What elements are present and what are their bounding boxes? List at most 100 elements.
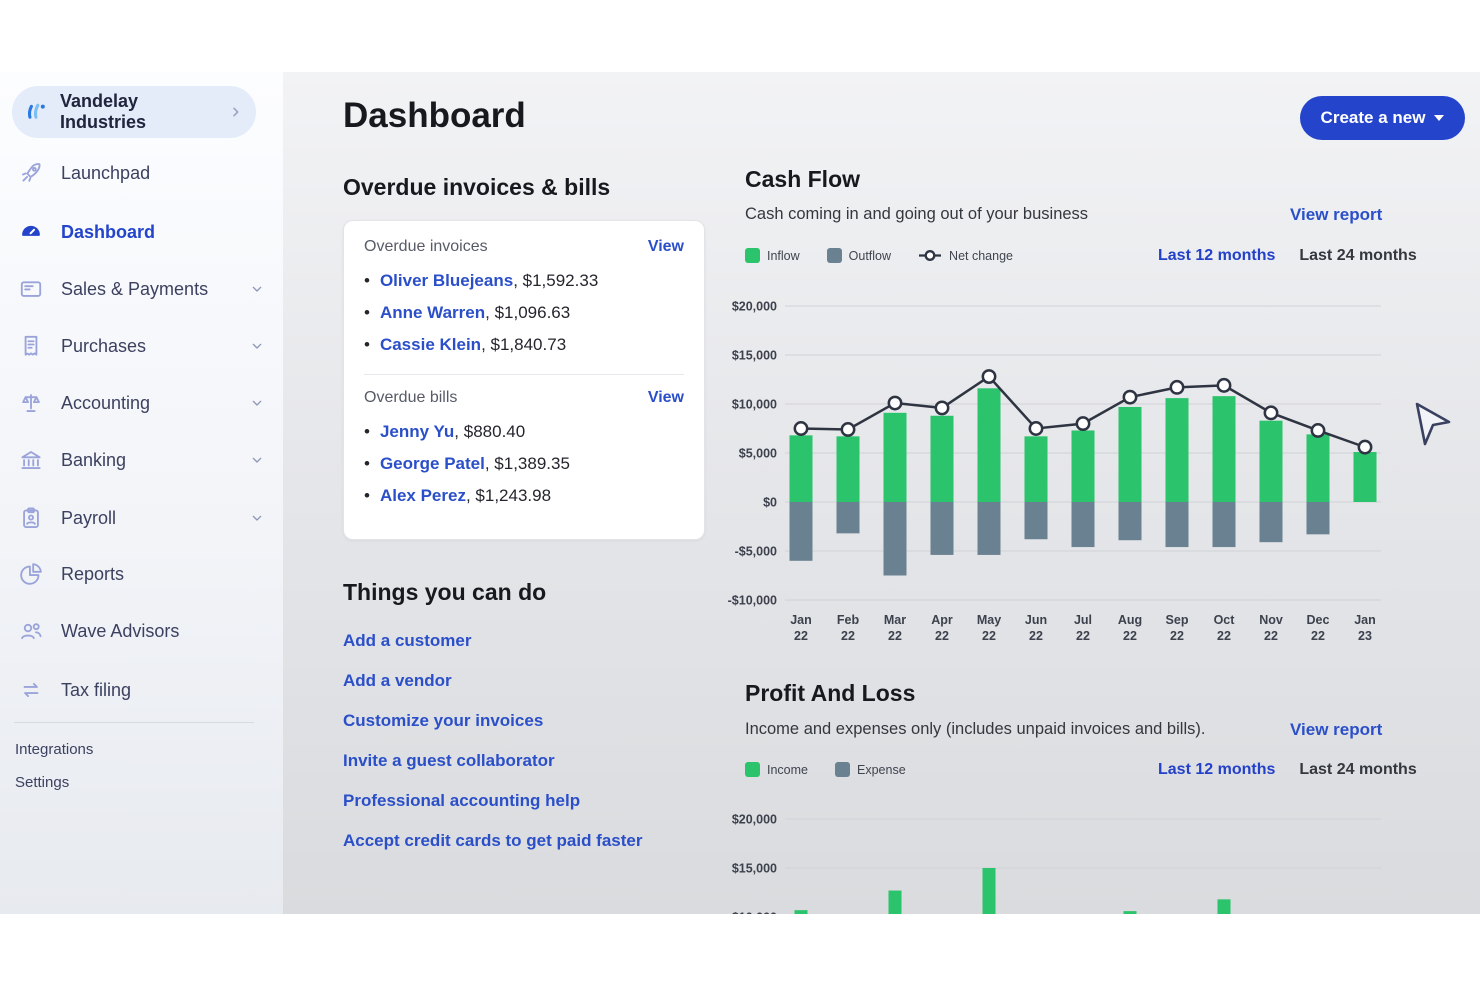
inflow-bar bbox=[930, 415, 954, 502]
sidebar-item-dashboard[interactable]: Dashboard bbox=[0, 210, 283, 254]
sidebar-item-integrations[interactable]: Integrations bbox=[15, 740, 94, 758]
action-link-invite-a-guest-collaborator[interactable]: Invite a guest collaborator bbox=[343, 751, 555, 770]
chevron-right-icon bbox=[233, 107, 239, 117]
sidebar-item-tax-filing[interactable]: Tax filing bbox=[0, 668, 283, 712]
create-a-new-button[interactable]: Create a new bbox=[1300, 96, 1465, 140]
filter-last-24-months[interactable]: Last 24 months bbox=[1299, 247, 1417, 264]
net-change-marker bbox=[919, 249, 942, 262]
chevron-down-icon bbox=[249, 395, 265, 411]
contact-link[interactable]: Jenny Yu bbox=[380, 422, 464, 442]
net-change-point bbox=[840, 422, 856, 437]
income-bar bbox=[794, 910, 808, 914]
sidebar-item-label: Purchases bbox=[61, 335, 147, 356]
legend-label: Expense bbox=[857, 762, 906, 777]
outflow-bar bbox=[1165, 502, 1189, 548]
x-tick-label: Jun 22 bbox=[1025, 613, 1047, 643]
action-link-professional-accounting-help[interactable]: Professional accounting help bbox=[343, 791, 581, 810]
y-tick-label: -$10,000 bbox=[728, 594, 777, 608]
receipt-icon bbox=[18, 333, 44, 359]
bullet: • bbox=[364, 422, 370, 441]
net-change-point bbox=[981, 369, 997, 385]
contact-link[interactable]: Alex Perez bbox=[380, 486, 475, 506]
legend-swatch bbox=[826, 248, 842, 263]
legend-swatch bbox=[745, 762, 760, 777]
net-change-point bbox=[1357, 439, 1373, 455]
outflow-bar bbox=[930, 502, 954, 555]
card-divider bbox=[364, 374, 684, 375]
y-tick-label: $15,000 bbox=[732, 862, 777, 876]
bullet: • bbox=[364, 486, 370, 505]
overdue-amount: $1,592.33 bbox=[522, 271, 599, 290]
y-tick-label: $5,000 bbox=[739, 447, 777, 461]
action-link-accept-credit-cards-to-get-paid-faster[interactable]: Accept credit cards to get paid faster bbox=[343, 831, 643, 850]
outflow-bar bbox=[1212, 502, 1236, 548]
action-link-add-a-customer[interactable]: Add a customer bbox=[343, 631, 472, 650]
sidebar-item-sales-payments[interactable]: Sales & Payments bbox=[0, 267, 283, 311]
sidebar-item-payroll[interactable]: Payroll bbox=[0, 496, 283, 540]
x-tick-label: Dec 22 bbox=[1307, 613, 1330, 643]
overdue-item: • Oliver Bluejeans$1,592.33 bbox=[364, 265, 684, 297]
net-change-point bbox=[1075, 416, 1091, 432]
net-change-point bbox=[793, 421, 809, 436]
outflow-bar bbox=[977, 502, 1001, 555]
profit-loss-chart: $20,000 $15,000 $10,000 bbox=[732, 813, 1381, 914]
legend-label: Income bbox=[767, 762, 808, 777]
legend-label: Outflow bbox=[848, 248, 892, 263]
company-name: Vandelay Industries bbox=[60, 91, 147, 132]
sidebar-item-purchases[interactable]: Purchases bbox=[0, 324, 283, 368]
overdue-amount: $1,096.63 bbox=[494, 303, 571, 322]
sidebar-item-label: Accounting bbox=[61, 392, 151, 413]
y-tick-label: $10,000 bbox=[732, 398, 777, 412]
outflow-bar bbox=[789, 502, 813, 561]
outflow-bar bbox=[1118, 502, 1142, 541]
sidebar-item-accounting[interactable]: Accounting bbox=[0, 381, 283, 425]
chevron-down-icon bbox=[249, 281, 265, 297]
cash-flow-view-report-link[interactable]: View report bbox=[1290, 205, 1383, 224]
net-change-point bbox=[1310, 423, 1326, 438]
contact-link[interactable]: George Patel bbox=[380, 454, 494, 474]
x-tick-label: Mar 22 bbox=[884, 613, 906, 643]
x-tick-label: Aug 22 bbox=[1118, 613, 1142, 643]
overdue-amount: $880.40 bbox=[463, 422, 526, 441]
view-invoices-link[interactable]: View bbox=[647, 238, 684, 255]
sidebar-item-reports[interactable]: Reports bbox=[0, 552, 283, 596]
inflow-bar bbox=[1259, 420, 1283, 502]
inflow-bar bbox=[883, 412, 907, 502]
net-change-point bbox=[887, 395, 903, 411]
contact-link[interactable]: Oliver Bluejeans bbox=[380, 271, 523, 291]
net-change-point bbox=[1216, 377, 1232, 393]
business-switcher[interactable]: Vandelay Industries bbox=[12, 86, 256, 138]
action-link-customize-your-invoices[interactable]: Customize your invoices bbox=[343, 711, 544, 730]
x-tick-label: Jul 22 bbox=[1074, 613, 1092, 643]
cash-flow-title: Cash Flow bbox=[745, 166, 861, 192]
sidebar-item-label: Tax filing bbox=[61, 679, 132, 700]
inflow-bar bbox=[789, 435, 813, 502]
legend-label: Inflow bbox=[767, 248, 800, 263]
filter-last-24-months[interactable]: Last 24 months bbox=[1299, 761, 1417, 778]
sidebar-item-launchpad[interactable]: Launchpad bbox=[0, 151, 283, 195]
y-tick-label: $15,000 bbox=[732, 349, 777, 363]
sidebar-item-settings[interactable]: Settings bbox=[15, 773, 70, 791]
sidebar-item-wave-advisors[interactable]: Wave Advisors bbox=[0, 609, 283, 653]
filter-last-12-months[interactable]: Last 12 months bbox=[1158, 247, 1276, 264]
scale-icon bbox=[18, 390, 44, 416]
income-bar bbox=[1123, 911, 1137, 914]
income-bar bbox=[1217, 899, 1231, 914]
sidebar-item-banking[interactable]: Banking bbox=[0, 438, 283, 482]
contact-link[interactable]: Anne Warren bbox=[380, 303, 495, 323]
action-link-add-a-vendor[interactable]: Add a vendor bbox=[343, 671, 452, 690]
net-change-point bbox=[1028, 421, 1044, 436]
net-change-point bbox=[1169, 379, 1185, 395]
contact-link[interactable]: Cassie Klein bbox=[380, 335, 491, 355]
profit-loss-filters: Last 12 months Last 24 months bbox=[1158, 761, 1417, 779]
cash-flow-filters: Last 12 months Last 24 months bbox=[1158, 247, 1417, 265]
profit-loss-view-report-link[interactable]: View report bbox=[1290, 720, 1383, 739]
outflow-bar bbox=[836, 502, 860, 534]
filter-last-12-months[interactable]: Last 12 months bbox=[1158, 761, 1276, 778]
sidebar-divider bbox=[14, 722, 254, 723]
inflow-bar bbox=[1306, 434, 1330, 502]
payroll-icon bbox=[18, 505, 44, 531]
overdue-item: • Alex Perez$1,243.98 bbox=[364, 480, 684, 512]
overdue-amount: $1,840.73 bbox=[490, 335, 567, 354]
view-bills-link[interactable]: View bbox=[647, 389, 684, 406]
